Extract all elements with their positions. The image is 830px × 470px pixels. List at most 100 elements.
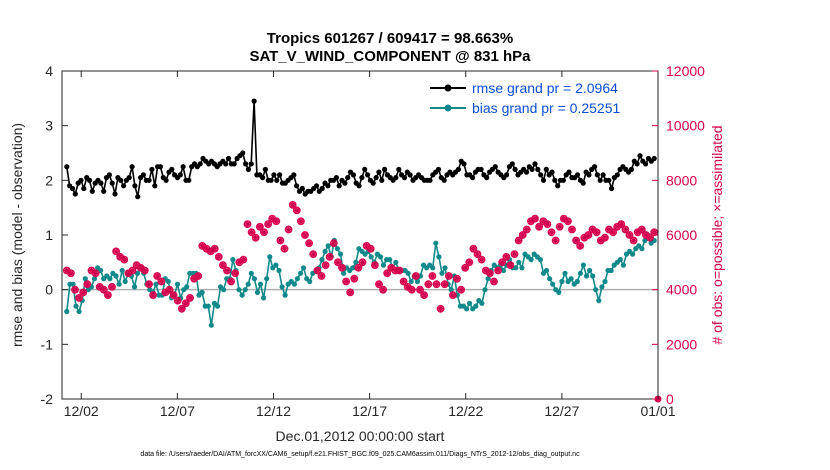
rmse-point (64, 164, 70, 170)
obs-assimilated-point (297, 217, 305, 225)
rmse-point (313, 183, 320, 189)
rmse-point (396, 166, 402, 172)
y-left-tick-label: 2 (45, 172, 53, 188)
obs-assimilated-point (412, 272, 420, 280)
bias-point (261, 295, 267, 301)
obs-assimilated-point (625, 231, 634, 239)
bias-point (550, 281, 556, 287)
bias-point (294, 276, 300, 282)
obs-assimilated-point (354, 264, 362, 272)
bias-point (230, 257, 236, 263)
obs-assimilated-point (400, 277, 408, 286)
legend-bias-marker (444, 104, 452, 112)
obs-assimilated-point (186, 294, 194, 302)
obs-assimilated-point (523, 225, 531, 234)
rmse-point (592, 164, 598, 170)
obs-assimilated-point (588, 225, 597, 234)
obs-assimilated-point (112, 247, 120, 255)
y-right-tick-label: 4000 (666, 282, 697, 298)
rmse-point (109, 180, 115, 186)
bias-point (337, 251, 344, 257)
obs-assimilated-point (404, 283, 412, 291)
bias-point (393, 259, 399, 265)
obs-assimilated-point (486, 269, 494, 277)
bias-point (473, 303, 479, 309)
obs-assimilated-point (437, 305, 445, 313)
bias-point (405, 270, 411, 276)
rmse-point (271, 172, 277, 178)
rmse-point (86, 177, 93, 183)
rmse-point (163, 177, 169, 183)
bias-point (442, 265, 448, 271)
obs-assimilated-point (243, 220, 252, 228)
bias-point (482, 287, 488, 293)
rmse-point (470, 175, 476, 181)
obs-assimilated-point (498, 258, 506, 266)
rmse-point (345, 175, 351, 181)
obs-assimilated-point (605, 225, 613, 234)
obs-assimilated-point (597, 236, 605, 245)
rmse-point (651, 155, 657, 162)
bias-point (639, 246, 645, 252)
rmse-point (225, 155, 232, 162)
bias-point (251, 276, 257, 282)
obs-assimilated-point (194, 272, 202, 280)
rmse-point (356, 183, 362, 189)
y-axis-left-ticks: -2 -1 0 1 2 3 4 (41, 63, 68, 407)
obs-assimilated-point (478, 256, 486, 264)
y-axis-right-label: # of obs: o=possible; ×=assimilated (709, 125, 725, 344)
bias-point (322, 248, 328, 254)
bias-point (221, 287, 227, 293)
obs-assimilated-point (87, 266, 96, 275)
bias-point (279, 284, 285, 290)
obs-assimilated-point (223, 266, 231, 275)
rmse-point (455, 166, 461, 172)
obs-assimilated-point (63, 266, 71, 275)
rmse-point (393, 175, 399, 181)
obs-assimilated-point (276, 236, 284, 245)
rmse-point (342, 180, 348, 186)
obs-assimilated-point (108, 283, 116, 291)
rmse-point (245, 166, 251, 172)
obs-assimilated-point (449, 291, 457, 299)
obs-assimilated-point (646, 234, 654, 242)
rmse-point (600, 172, 606, 178)
obs-assimilated-point (367, 245, 375, 253)
obs-assimilated-point (469, 245, 477, 253)
bias-point (513, 265, 519, 271)
bias-point (267, 254, 273, 260)
bias-point (414, 278, 420, 285)
rmse-point (606, 177, 612, 183)
bias-point (254, 289, 261, 295)
rmse-point (382, 166, 388, 172)
obs-assimilated-point (441, 280, 449, 288)
rmse-point (373, 175, 379, 181)
rmse-point (379, 177, 385, 183)
obs-assimilated-point (539, 217, 547, 225)
rmse-point (140, 172, 146, 178)
bias-point (608, 267, 614, 274)
obs-assimilated-point (408, 286, 416, 294)
rmse-point (441, 177, 447, 183)
bias-point (543, 267, 550, 274)
rmse-point (262, 166, 268, 172)
obs-assimilated-point (547, 228, 556, 236)
bias-point (325, 243, 331, 249)
obs-assimilated-point (96, 283, 104, 291)
rmse-point (637, 153, 643, 159)
obs-assimilated-point (650, 228, 658, 236)
obs-assimilated-point (416, 286, 424, 294)
obs-assimilated-point (202, 245, 211, 253)
legend-rmse-marker (444, 84, 452, 92)
bias-point (174, 281, 181, 287)
rmse-point (268, 177, 274, 183)
obs-assimilated-point (170, 291, 178, 299)
rmse-point (274, 177, 280, 183)
obs-assimilated-point (568, 225, 576, 234)
rmse-point (291, 172, 297, 178)
y-right-tick-label: 2000 (666, 336, 697, 352)
rmse-point (135, 194, 141, 200)
obs-assimilated-point (601, 234, 609, 242)
obs-assimilated-point (285, 225, 293, 234)
